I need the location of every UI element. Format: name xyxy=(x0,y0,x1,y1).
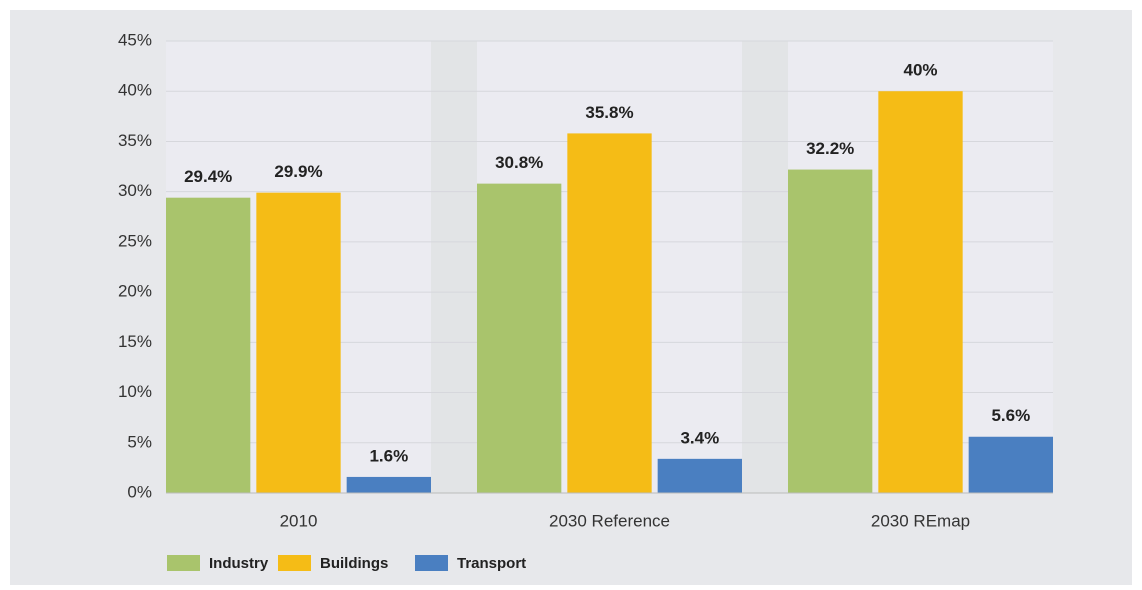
value-label: 3.4% xyxy=(680,428,719,447)
y-tick-label: 5% xyxy=(127,432,152,451)
x-tick-label: 2030 REmap xyxy=(871,511,970,530)
legend-swatch xyxy=(278,555,311,571)
legend-swatch xyxy=(167,555,200,571)
value-label: 29.4% xyxy=(184,167,232,186)
value-label: 32.2% xyxy=(806,139,854,158)
value-label: 1.6% xyxy=(369,446,408,465)
y-tick-label: 20% xyxy=(118,282,152,301)
bar xyxy=(477,183,562,493)
value-label: 35.8% xyxy=(585,103,633,122)
bar xyxy=(878,91,963,493)
bar xyxy=(567,133,652,494)
value-label: 30.8% xyxy=(495,153,543,172)
bar xyxy=(968,436,1053,493)
y-tick-label: 0% xyxy=(127,482,152,501)
value-label: 40% xyxy=(903,61,937,80)
y-tick-label: 35% xyxy=(118,131,152,150)
value-label: 29.9% xyxy=(274,162,322,181)
y-tick-label: 40% xyxy=(118,81,152,100)
legend-label: Buildings xyxy=(320,555,388,572)
bar xyxy=(346,476,431,493)
y-tick-label: 25% xyxy=(118,231,152,250)
bar xyxy=(788,169,873,493)
bar xyxy=(256,192,341,493)
x-tick-label: 2010 xyxy=(280,511,318,530)
y-tick-label: 30% xyxy=(118,181,152,200)
bar xyxy=(657,458,742,493)
y-tick-label: 10% xyxy=(118,382,152,401)
value-label: 5.6% xyxy=(991,406,1030,425)
legend-label: Transport xyxy=(457,555,526,572)
legend-label: Industry xyxy=(209,555,269,572)
bar xyxy=(166,197,251,493)
x-tick-label: 2030 Reference xyxy=(549,511,670,530)
legend-swatch xyxy=(415,555,448,571)
y-tick-label: 15% xyxy=(118,332,152,351)
y-tick-label: 45% xyxy=(118,30,152,49)
